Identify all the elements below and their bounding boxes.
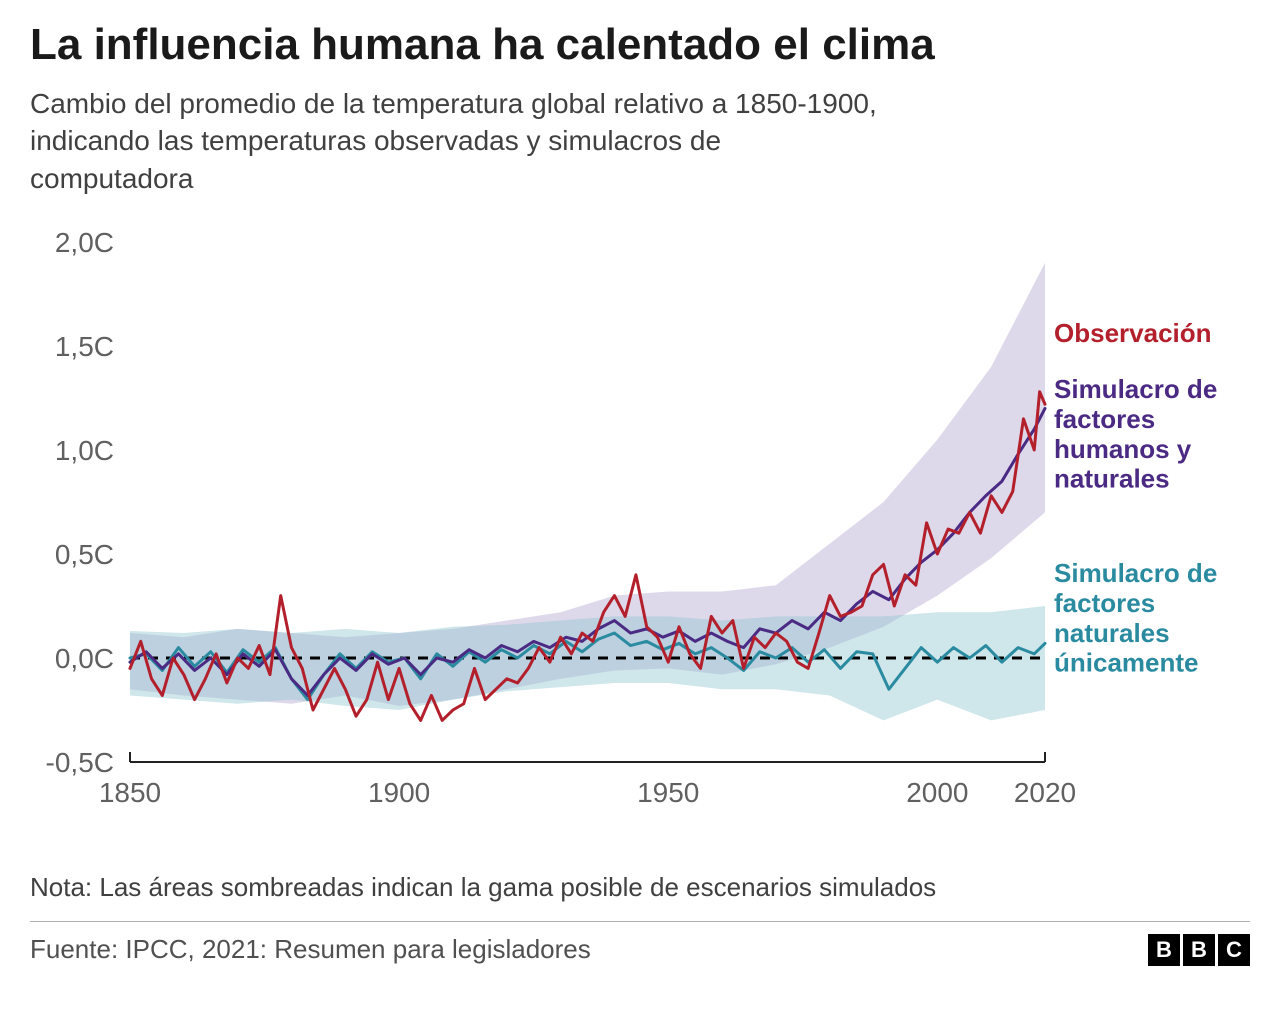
chart-subtitle: Cambio del promedio de la temperatura gl… xyxy=(30,85,890,198)
y-tick-label: 0,5C xyxy=(55,539,114,570)
x-tick-label: 1850 xyxy=(99,777,161,808)
chart-note: Nota: Las áreas sombreadas indican la ga… xyxy=(30,872,1250,922)
x-tick-label: 2000 xyxy=(906,777,968,808)
y-tick-label: 2,0C xyxy=(55,227,114,258)
chart-svg: -0,5C 0,0C 0,5C 1,0C 1,5C 2,0C 1850 1900 1950 200… xyxy=(30,222,1250,842)
y-tick-label: -0,5C xyxy=(46,747,114,778)
x-tick-label: 1900 xyxy=(368,777,430,808)
bbc-logo: B B C xyxy=(1148,934,1250,966)
source-text: Fuente: IPCC, 2021: Resumen para legisla… xyxy=(30,934,591,965)
line-chart: -0,5C 0,0C 0,5C 1,0C 1,5C 2,0C 1850 1900 1950 200… xyxy=(30,222,1250,842)
bbc-logo-letter: C xyxy=(1218,934,1250,966)
legend-nat: Simulacro defactoresnaturalesúnicamente xyxy=(1054,558,1217,678)
legend-both: Simulacro defactoreshumanos ynaturales xyxy=(1054,374,1217,494)
x-tick-label: 2020 xyxy=(1014,777,1076,808)
x-tick-label: 1950 xyxy=(637,777,699,808)
y-tick-label: 1,0C xyxy=(55,435,114,466)
bbc-logo-letter: B xyxy=(1183,934,1215,966)
chart-footer: Fuente: IPCC, 2021: Resumen para legisla… xyxy=(30,934,1250,966)
legend-obs: Observación xyxy=(1054,318,1212,348)
y-tick-label: 1,5C xyxy=(55,331,114,362)
bbc-logo-letter: B xyxy=(1148,934,1180,966)
y-tick-label: 0,0C xyxy=(55,643,114,674)
chart-title: La influencia humana ha calentado el cli… xyxy=(30,20,1250,71)
